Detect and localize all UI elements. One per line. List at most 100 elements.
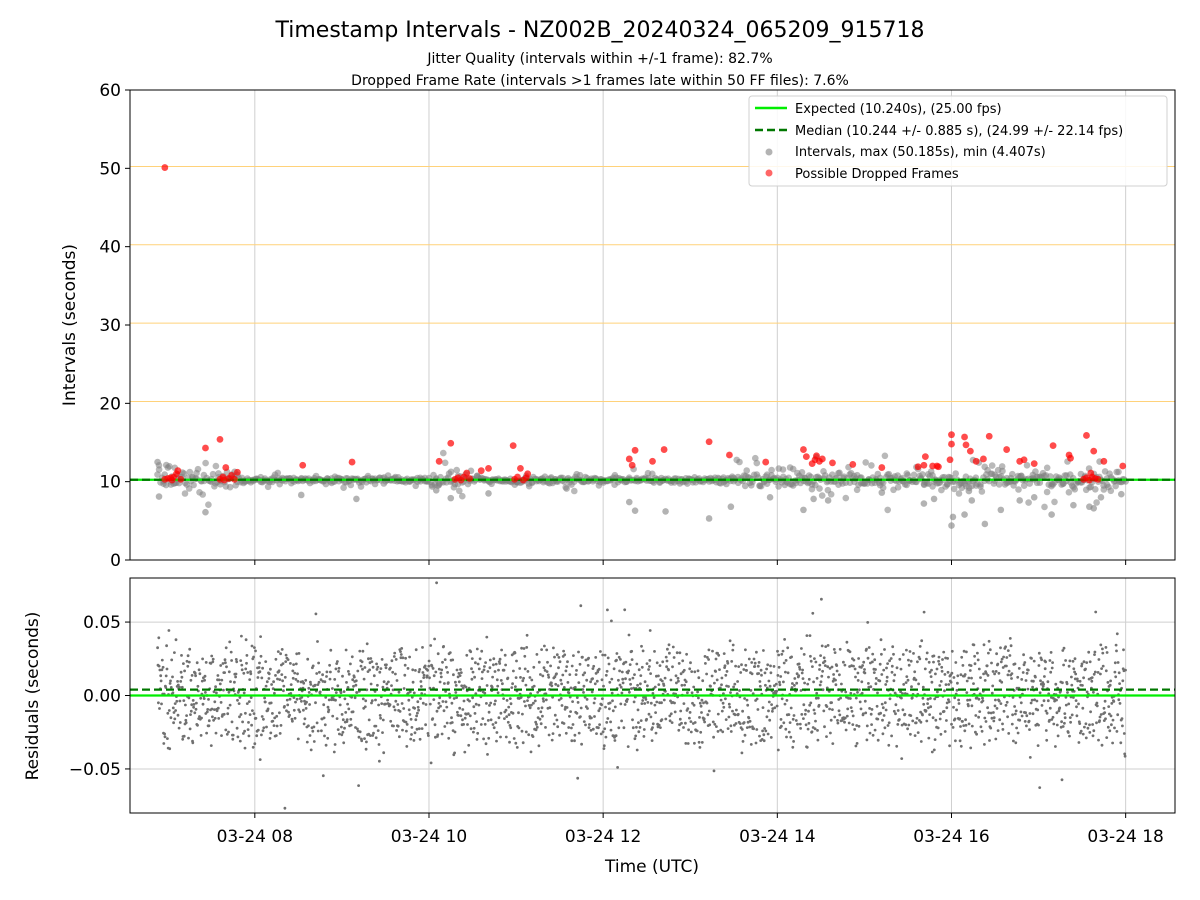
residual-point [195,701,198,705]
interval-point [631,507,639,514]
residual-point [401,656,405,660]
residual-point [857,657,860,660]
residual-point [640,644,643,648]
residual-point [840,719,844,722]
residual-point [555,718,559,722]
residual-point [571,700,574,703]
residual-point [560,682,563,686]
residual-point [997,699,1001,703]
residual-point [395,679,399,682]
residual-point [242,671,246,675]
residual-point [1086,726,1090,730]
residual-point [685,652,688,656]
residual-point [427,659,431,663]
residual-point [398,710,402,713]
dropped-frame-point [1067,454,1074,462]
residual-point [250,644,254,648]
residual-point [264,660,268,663]
residual-point [1028,712,1032,715]
residual-point [439,675,443,679]
residual-point [965,691,969,694]
residual-point [416,700,420,704]
residual-point [879,711,882,715]
residual-point [648,659,652,662]
residual-point [506,676,510,680]
residual-point [808,634,812,637]
residual-point [401,728,404,732]
residual-point [843,720,846,724]
residual-point [524,683,528,687]
residual-point [511,682,514,686]
residual-point [1050,666,1054,670]
residual-point [553,655,556,659]
residual-point [1074,699,1078,702]
residual-point [571,723,575,726]
residual-point [994,698,997,702]
residual-point [649,715,653,719]
residual-point [837,709,841,713]
residual-point [164,674,168,678]
residual-point [799,689,803,692]
residual-point [1113,670,1117,674]
residual-point [474,661,477,665]
residual-point [1068,659,1072,663]
residual-point [896,723,900,726]
residual-point [286,658,290,661]
residual-point [1078,722,1082,725]
residual-point [949,680,953,684]
residual-point [801,677,805,680]
residual-point [445,705,449,709]
residual-point [983,716,987,720]
residual-point [306,657,310,661]
residual-point [1026,687,1030,691]
residual-point [682,702,686,705]
residual-point [172,711,176,714]
residual-point [533,699,537,703]
residual-point [1104,646,1108,649]
residual-point [556,684,560,688]
residual-point [628,678,632,681]
residual-point [354,683,358,687]
residual-point [157,636,161,640]
residual-point [191,699,195,702]
residual-point [198,715,201,718]
residual-point [431,717,435,720]
residual-point [226,712,230,716]
dropped-frame-point [849,461,857,468]
interval-point [705,515,713,522]
residual-point [509,726,513,730]
residual-point [588,723,591,726]
residual-point [576,776,580,780]
residual-point [428,676,431,680]
residual-point [261,729,265,733]
residual-point [966,698,969,702]
residual-point [822,709,826,713]
x-tick-label: 03-24 10 [391,827,467,847]
residual-point [693,670,697,674]
residual-point [587,726,591,729]
residual-point [487,736,491,740]
residual-point [876,691,879,695]
residual-point [991,670,995,673]
residual-point [1023,661,1027,664]
residual-point [909,714,913,717]
residual-point [457,672,461,675]
residual-point [626,698,629,701]
residual-point [398,735,401,739]
residual-point [234,675,238,679]
residual-point [582,720,586,723]
x-tick-label: 03-24 08 [217,827,293,847]
residual-point [703,720,706,724]
residual-point [269,667,272,671]
residual-point [390,659,394,663]
residual-point [805,745,809,749]
residual-point [982,672,985,676]
residual-point [786,671,790,675]
residual-point [834,683,838,687]
residual-point [252,712,256,715]
residual-point [632,700,636,704]
dropped-frame-point [961,433,968,441]
dropped-frame-point [726,451,733,459]
residual-point [821,669,824,673]
residual-point [884,708,888,712]
